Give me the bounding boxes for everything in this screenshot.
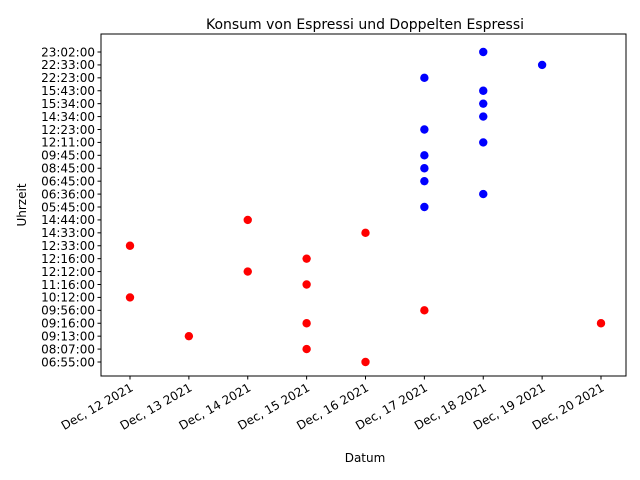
data-point bbox=[302, 319, 311, 328]
data-point bbox=[596, 319, 606, 328]
data-point bbox=[537, 60, 547, 70]
data-point bbox=[420, 125, 429, 134]
data-point bbox=[361, 357, 370, 367]
y-tick-label: 09:13:00 bbox=[41, 329, 95, 343]
y-tick-label: 12:16:00 bbox=[41, 252, 95, 266]
y-axis-title: Uhrzeit bbox=[15, 183, 29, 226]
y-tick-label: 12:12:00 bbox=[41, 265, 95, 279]
data-point bbox=[479, 47, 488, 57]
data-point bbox=[479, 138, 488, 147]
y-tick-label: 06:36:00 bbox=[41, 187, 95, 201]
data-point bbox=[420, 306, 429, 315]
y-tick-label: 12:23:00 bbox=[41, 123, 95, 137]
y-tick-label: 15:43:00 bbox=[41, 84, 95, 98]
data-point bbox=[361, 228, 370, 238]
y-tick-label: 09:56:00 bbox=[41, 304, 95, 318]
y-tick-label: 08:45:00 bbox=[41, 162, 95, 176]
y-tick-label: 14:34:00 bbox=[41, 110, 95, 124]
chart-title: Konsum von Espressi und Doppelten Espres… bbox=[206, 17, 524, 33]
y-tick-label: 12:33:00 bbox=[41, 239, 95, 253]
data-point bbox=[420, 202, 429, 212]
data-point bbox=[420, 73, 429, 83]
data-point bbox=[479, 189, 488, 199]
data-point bbox=[420, 164, 429, 173]
y-tick-label: 08:07:00 bbox=[41, 342, 95, 356]
y-tick-label: 12:11:00 bbox=[41, 136, 95, 150]
y-axis: 06:55:0008:07:0009:13:0009:16:0009:56:00… bbox=[41, 45, 101, 369]
data-point bbox=[420, 151, 429, 160]
y-tick-label: 09:16:00 bbox=[41, 317, 95, 331]
y-tick-label: 23:02:00 bbox=[41, 45, 95, 59]
y-tick-label: 06:55:00 bbox=[41, 355, 95, 369]
y-tick-label: 14:33:00 bbox=[41, 226, 95, 240]
data-point bbox=[479, 86, 488, 95]
data-point bbox=[243, 267, 252, 276]
data-point bbox=[302, 280, 311, 289]
y-tick-label: 06:45:00 bbox=[41, 174, 95, 188]
y-tick-label: 05:45:00 bbox=[41, 200, 95, 214]
y-tick-label: 10:12:00 bbox=[41, 291, 95, 305]
y-tick-label: 22:23:00 bbox=[41, 71, 95, 85]
data-point bbox=[125, 241, 135, 250]
y-tick-label: 09:45:00 bbox=[41, 149, 95, 163]
data-point bbox=[125, 293, 135, 302]
y-tick-label: 14:44:00 bbox=[41, 213, 95, 227]
plot-frame bbox=[100, 33, 627, 377]
data-points bbox=[125, 47, 606, 367]
data-point bbox=[184, 331, 194, 341]
data-point bbox=[420, 176, 429, 186]
data-point bbox=[479, 112, 488, 121]
data-point bbox=[302, 344, 311, 354]
data-point bbox=[302, 254, 311, 263]
x-axis-title: Datum bbox=[345, 451, 386, 465]
data-point bbox=[479, 99, 488, 108]
y-tick-label: 22:33:00 bbox=[41, 58, 95, 72]
data-point bbox=[243, 215, 252, 225]
y-tick-label: 15:34:00 bbox=[41, 97, 95, 111]
y-tick-label: 11:16:00 bbox=[41, 278, 95, 292]
